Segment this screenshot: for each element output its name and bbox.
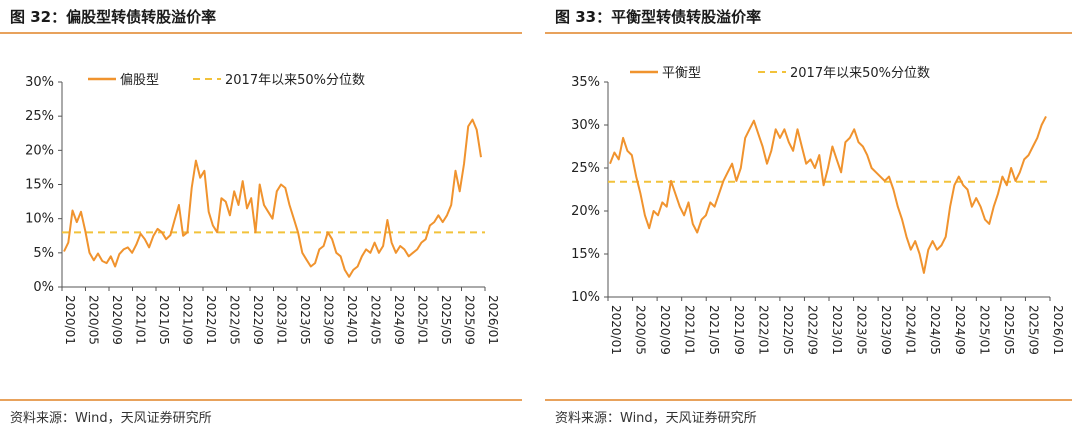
y-tick-label: 25% [571,161,600,176]
y-tick-label: 5% [33,246,54,261]
x-tick-label: 2022/05 [781,305,795,355]
chart-panel-right: 图 33：平衡型转债转股溢价率 10% 15% 20% 25% 30% 35% 2020/0… [545,0,1080,428]
legend-label-median: 2017年以来50%分位数 [790,66,930,81]
x-tick-label: 2020/09 [110,295,124,345]
chart-panel-left: 图 32：偏股型转债转股溢价率 0% 5% 10% 15% 20% 25% 30% 2020/… [0,0,530,428]
legend-label-median: 2017年以来50%分位数 [225,73,365,88]
y-tick-label: 20% [571,204,600,219]
x-tick-label: 2023/05 [855,305,869,355]
x-tick-label: 2023/01 [275,295,289,345]
x-tick-label: 2021/01 [683,305,697,355]
y-tick-label: 10% [571,290,600,305]
y-tick-label: 15% [571,247,600,262]
y-tick-label: 0% [33,280,54,295]
y-tick-label: 15% [25,178,54,193]
source-note: 资料来源：Wind，天风证券研究所 [555,411,757,426]
x-tick-label: 2024/01 [345,295,359,345]
y-tick-label: 30% [571,118,600,133]
x-tick-label: 2020/01 [609,305,623,355]
x-tick-label: 2022/09 [805,305,819,355]
title-divider [545,32,1072,34]
source-divider [0,399,522,401]
x-tick-label: 2024/01 [904,305,918,355]
x-tick-label: 2025/09 [463,295,477,345]
y-tick-label: 20% [25,143,54,158]
x-tick-label: 2022/09 [251,295,265,345]
chart-title: 图 32：偏股型转债转股溢价率 [10,8,217,26]
x-tick-label: 2023/09 [322,295,336,345]
equity-convertible-premium-chart: 0% 5% 10% 15% 20% 25% 30% 2020/01 2020/05 2020/09… [25,73,500,345]
y-tick-label: 35% [571,75,600,90]
x-tick-label: 2025/05 [439,295,453,345]
legend-label-series: 平衡型 [662,66,701,81]
series-line [609,115,1047,274]
x-tick-label: 2025/09 [1026,305,1040,355]
series-line [63,118,482,278]
x-tick-label: 2020/05 [87,295,101,345]
title-divider [0,32,522,34]
balanced-convertible-premium-chart: 10% 15% 20% 25% 30% 35% 2020/01 2020/05 2020/09 2… [571,66,1065,355]
x-tick-label: 2024/09 [392,295,406,345]
x-tick-label: 2020/05 [634,305,648,355]
x-tick-label: 2022/01 [204,295,218,345]
legend-label-series: 偏股型 [120,73,159,88]
y-tick-label: 25% [25,109,54,124]
y-tick-label: 30% [25,75,54,90]
x-tick-label: 2021/05 [707,305,721,355]
x-tick-label: 2020/09 [658,305,672,355]
source-divider [545,399,1072,401]
x-tick-label: 2024/05 [369,295,383,345]
x-tick-label: 2021/09 [732,305,746,355]
x-tick-label: 2025/05 [1002,305,1016,355]
x-tick-label: 2024/09 [953,305,967,355]
x-tick-label: 2020/01 [63,295,77,345]
x-tick-label: 2021/05 [157,295,171,345]
source-note: 资料来源：Wind，天风证券研究所 [10,411,212,426]
x-tick-label: 2026/01 [1051,305,1065,355]
x-tick-label: 2024/05 [928,305,942,355]
x-tick-label: 2021/09 [181,295,195,345]
x-tick-label: 2023/01 [830,305,844,355]
chart-title: 图 33：平衡型转债转股溢价率 [555,8,762,26]
x-tick-label: 2025/01 [416,295,430,345]
x-tick-label: 2022/01 [756,305,770,355]
x-tick-label: 2026/01 [486,295,500,345]
x-tick-label: 2025/01 [977,305,991,355]
y-tick-label: 10% [25,212,54,227]
x-tick-label: 2023/09 [879,305,893,355]
x-tick-label: 2023/05 [298,295,312,345]
x-tick-label: 2021/01 [134,295,148,345]
x-tick-label: 2022/05 [228,295,242,345]
